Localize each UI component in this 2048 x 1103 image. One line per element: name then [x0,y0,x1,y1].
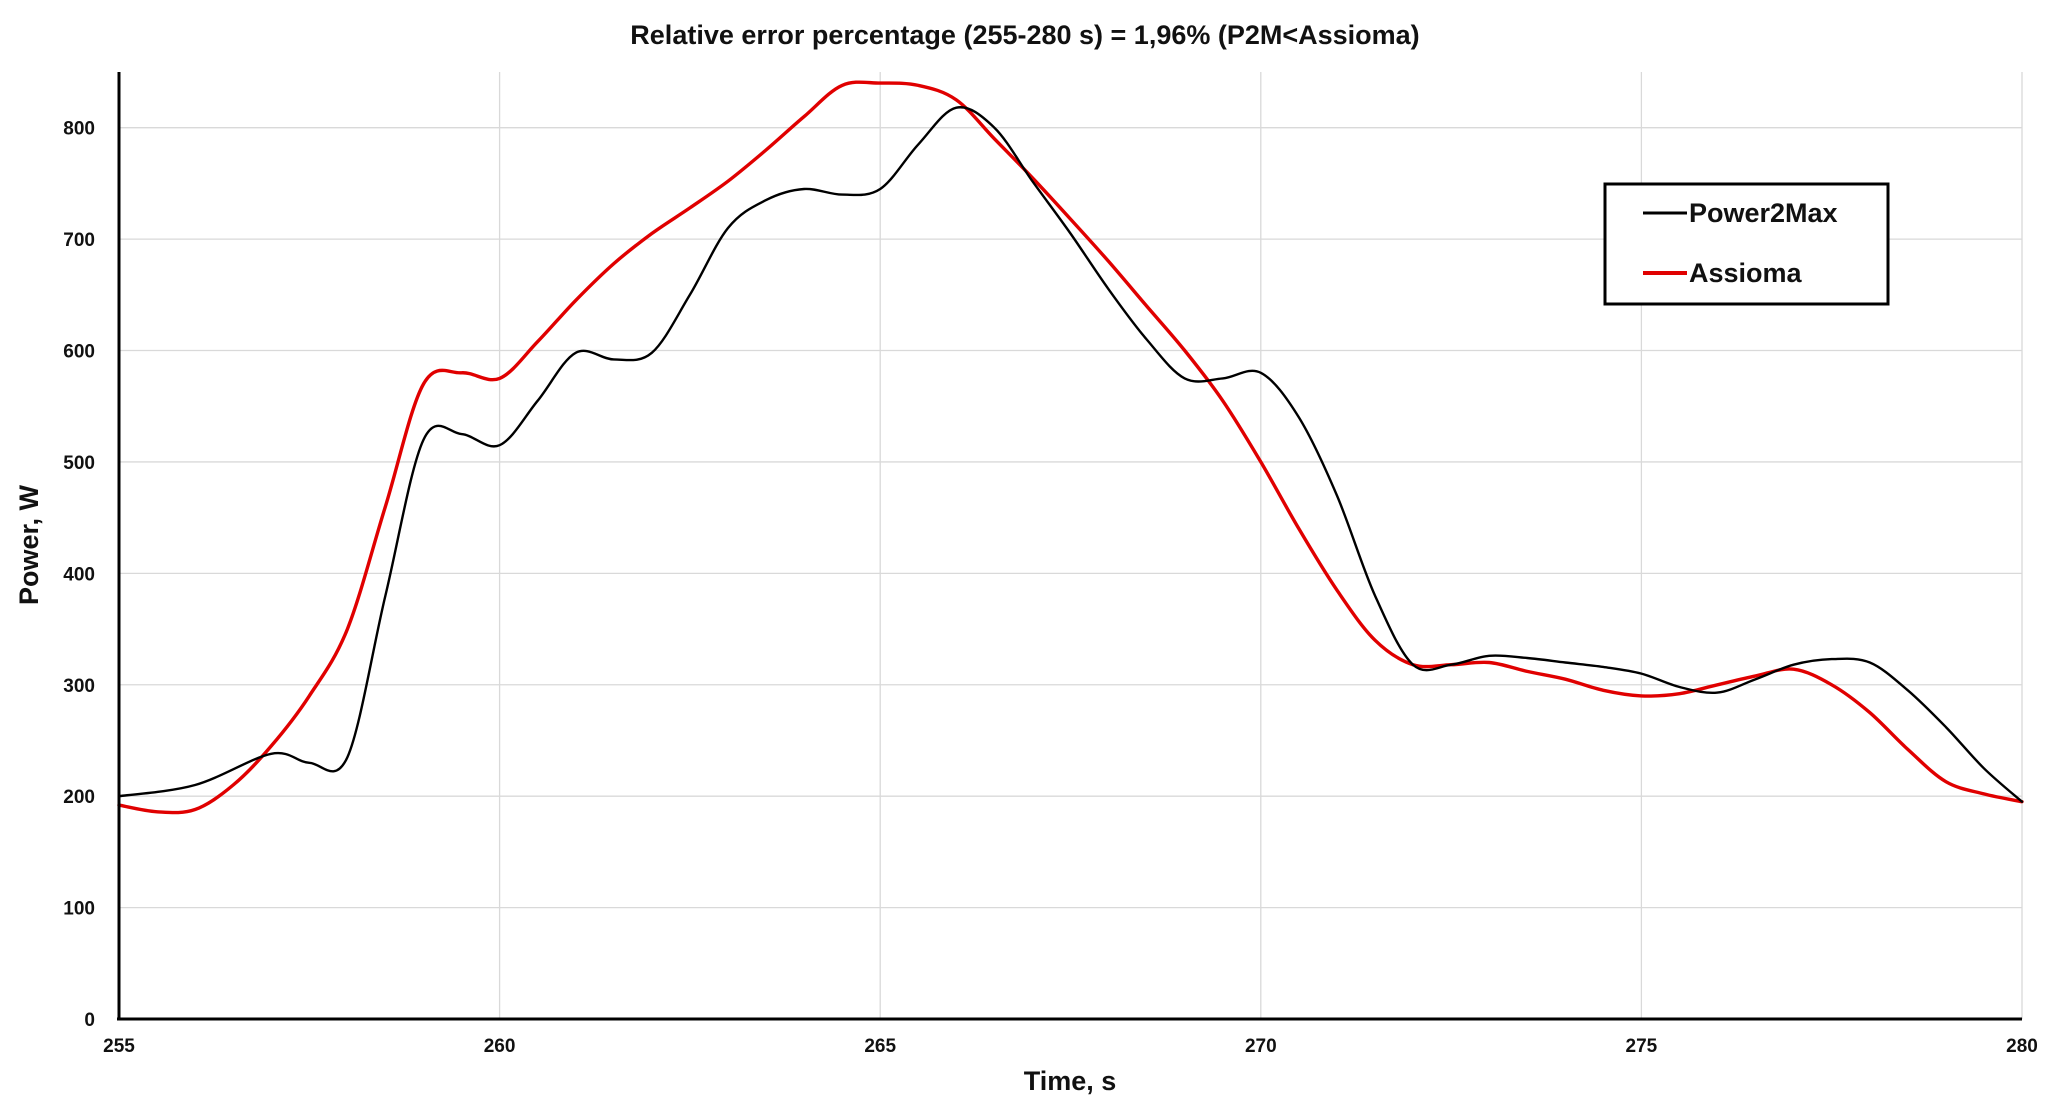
chart-title: Relative error percentage (255-280 s) = … [630,20,1419,50]
y-tick-label: 0 [84,1010,95,1031]
y-tick-label: 800 [63,119,95,140]
legend-label-power2max: Power2Max [1689,198,1838,228]
y-axis-title: Power, W [14,484,44,605]
legend-label-assioma: Assioma [1689,258,1803,288]
x-axis-ticks: 255 260 265 270 275 280 [103,1036,2038,1057]
y-axis-ticks: 0 100 200 300 400 500 600 700 800 [63,119,95,1031]
y-tick-label: 400 [63,564,95,585]
y-tick-label: 600 [63,342,95,363]
y-tick-label: 700 [63,230,95,251]
x-tick-label: 265 [864,1036,896,1057]
x-tick-label: 275 [1626,1036,1658,1057]
x-axis-title: Time, s [1024,1066,1117,1096]
series-group [117,80,2024,815]
x-tick-label: 280 [2006,1036,2038,1057]
legend-box [1603,182,1890,306]
y-tick-label: 300 [63,676,95,697]
x-tick-label: 255 [103,1036,135,1057]
y-tick-label: 500 [63,453,95,474]
y-tick-label: 200 [63,787,95,808]
series-line-power2max [117,106,2024,803]
x-tick-label: 260 [484,1036,516,1057]
x-tick-label: 270 [1245,1036,1277,1057]
y-tick-label: 100 [63,899,95,920]
legend: Power2Max Assioma [1603,182,1890,306]
